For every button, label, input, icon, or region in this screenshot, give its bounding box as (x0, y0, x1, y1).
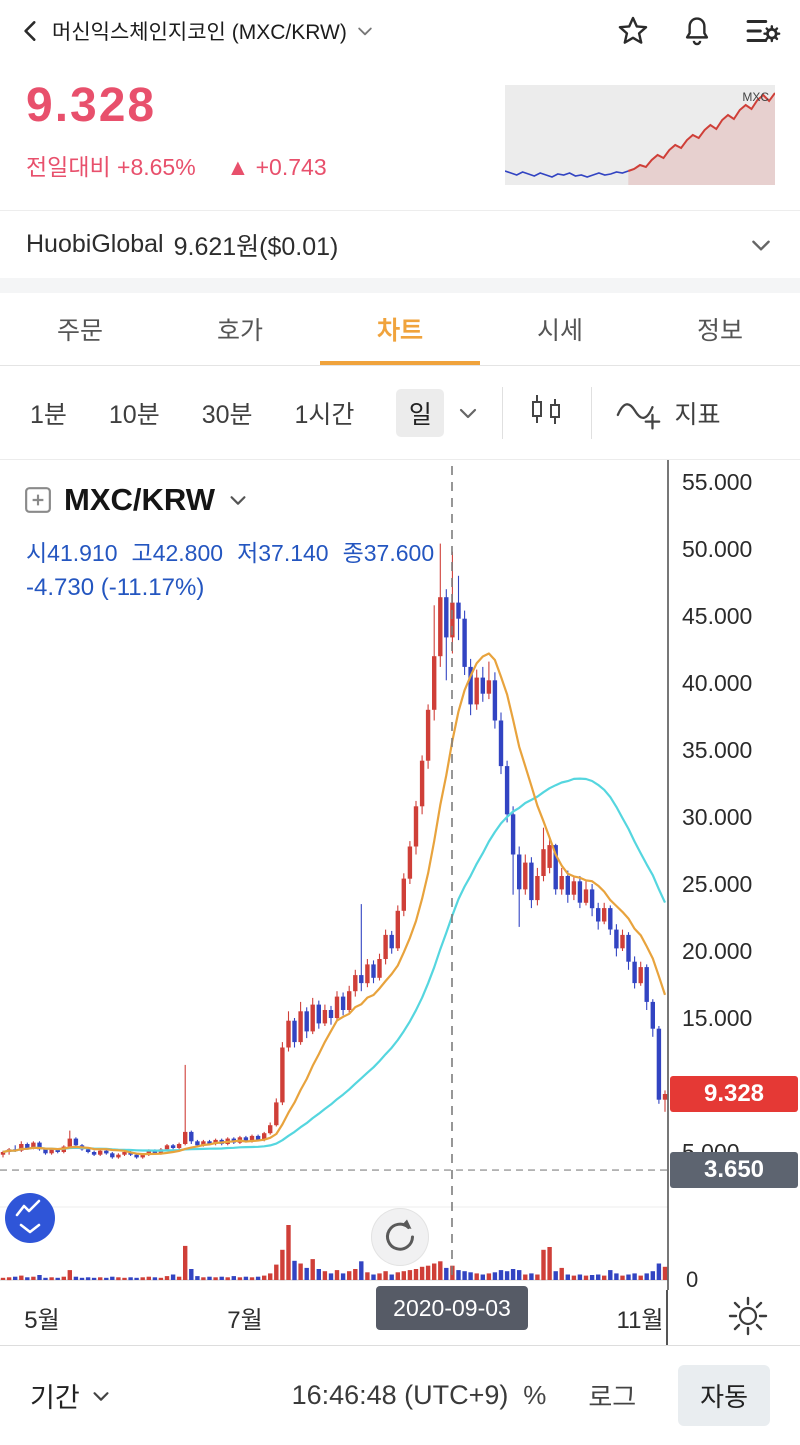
tab-info[interactable]: 정보 (696, 317, 743, 345)
menu-settings-icon[interactable] (744, 14, 782, 48)
timeframe-30m[interactable]: 30분 (201, 400, 253, 429)
crosshair-date-badge: 2020-09-03 (376, 1286, 528, 1330)
svg-text:0: 0 (686, 1267, 698, 1290)
svg-text:35.000: 35.000 (682, 737, 752, 763)
star-icon[interactable] (616, 14, 650, 48)
main-tabs: 주문 호가 차트 시세 정보 (0, 293, 800, 366)
timeframe-day-selected[interactable]: 일 (396, 388, 445, 437)
add-symbol-icon[interactable] (24, 486, 52, 514)
change-absolute: +0.743 (255, 154, 327, 180)
svg-text:20.000: 20.000 (682, 938, 752, 964)
indicator-label: 지표 (674, 400, 721, 429)
page-title: 머신익스체인지코인 (MXC/KRW) (52, 21, 347, 44)
chevron-down-icon (355, 21, 375, 41)
change-label: 전일대비 (26, 154, 111, 180)
price-change-line: 전일대비 +8.65% ▲ +0.743 (26, 148, 327, 182)
divider (591, 386, 593, 439)
coin-title-group[interactable]: 머신익스체인지코인 (MXC/KRW) (52, 16, 375, 46)
svg-text:25.000: 25.000 (682, 871, 752, 897)
period-selector[interactable]: 기간 (30, 1376, 112, 1415)
sparkline-chart: MXC (504, 90, 776, 185)
axis-line (666, 1290, 668, 1345)
wave-plus-icon (614, 391, 664, 435)
x-axis: 2020-09-03 5월 7월 11월 (0, 1286, 800, 1345)
candle-style-icon[interactable] (525, 391, 569, 435)
chevron-down-icon[interactable] (227, 489, 249, 511)
tab-order[interactable]: 주문 (56, 317, 103, 345)
tab-chart[interactable]: 차트 (320, 293, 480, 365)
timeframe-1h[interactable]: 1시간 (294, 400, 355, 429)
chevron-down-icon (90, 1385, 112, 1407)
svg-text:30.000: 30.000 (682, 804, 752, 830)
bell-icon[interactable] (680, 14, 714, 48)
top-bar: 머신익스체인지코인 (MXC/KRW) (0, 0, 800, 62)
chart-toolbar: 기간 16:46:48 (UTC+9) % 로그 자동 (0, 1345, 800, 1445)
chart-symbol: MXC/KRW (64, 482, 215, 517)
brightness-icon[interactable] (724, 1292, 772, 1340)
x-axis-label: 5월 (24, 1307, 60, 1334)
chevron-down-icon[interactable] (456, 401, 480, 425)
timeframe-10m[interactable]: 10분 (108, 400, 160, 429)
mini-chart: MXC (504, 85, 776, 185)
timeframe-1m[interactable]: 1분 (30, 400, 67, 429)
svg-text:50.000: 50.000 (682, 536, 752, 562)
exchange-price: 9.621원($0.01) (173, 232, 339, 261)
section-divider (0, 278, 800, 293)
divider (502, 386, 504, 439)
top-actions (616, 14, 782, 48)
reference-price-badge: 3.650 (670, 1152, 798, 1189)
log-scale-button[interactable]: 로그 (588, 1382, 637, 1412)
refresh-button[interactable] (371, 1208, 429, 1266)
ohlc-readout: 시41.910 고42.800 저37.140 종37.600 (26, 540, 435, 566)
svg-text:40.000: 40.000 (682, 670, 752, 696)
exchange-price-row[interactable]: HuobiGlobal 9.621원($0.01) (0, 210, 800, 278)
svg-text:15.000: 15.000 (682, 1005, 752, 1031)
svg-text:MXC: MXC (742, 90, 769, 104)
period-label: 기간 (30, 1383, 80, 1413)
svg-text:45.000: 45.000 (682, 603, 752, 629)
x-axis-label: 7월 (227, 1307, 263, 1334)
current-price-badge: 9.328 (670, 1076, 798, 1112)
scale-buttons: % 로그 자동 (523, 1365, 770, 1426)
svg-text:55.000: 55.000 (682, 469, 752, 495)
chart-change-readout: -4.730 (-11.17%) (26, 574, 205, 601)
timeframe-bar: 1분 10분 30분 1시간 일 지표 (0, 366, 800, 460)
indicator-pane-toggle-button[interactable] (4, 1192, 56, 1244)
back-icon[interactable] (18, 18, 44, 44)
chevron-down-icon[interactable] (748, 232, 774, 258)
tab-orderbook[interactable]: 호가 (216, 317, 263, 345)
price-chart[interactable]: 55.000 50.000 45.000 40.000 35.000 30.000 25.0… (0, 460, 800, 1290)
current-price: 9.328 (26, 79, 157, 132)
percent-scale-button[interactable]: % (523, 1380, 547, 1410)
price-summary: 9.328 전일대비 +8.65% ▲ +0.743 MXC (0, 62, 800, 210)
exchange-name: HuobiGlobal (26, 230, 164, 258)
x-axis-label: 11월 (616, 1307, 664, 1334)
change-percent: +8.65% (117, 154, 196, 180)
chart-header: MXC/KRW (24, 482, 249, 518)
auto-scale-button[interactable]: 자동 (678, 1365, 770, 1426)
indicator-button[interactable]: 지표 (614, 391, 720, 435)
tab-market[interactable]: 시세 (536, 317, 583, 345)
up-arrow-icon: ▲ (226, 154, 250, 180)
